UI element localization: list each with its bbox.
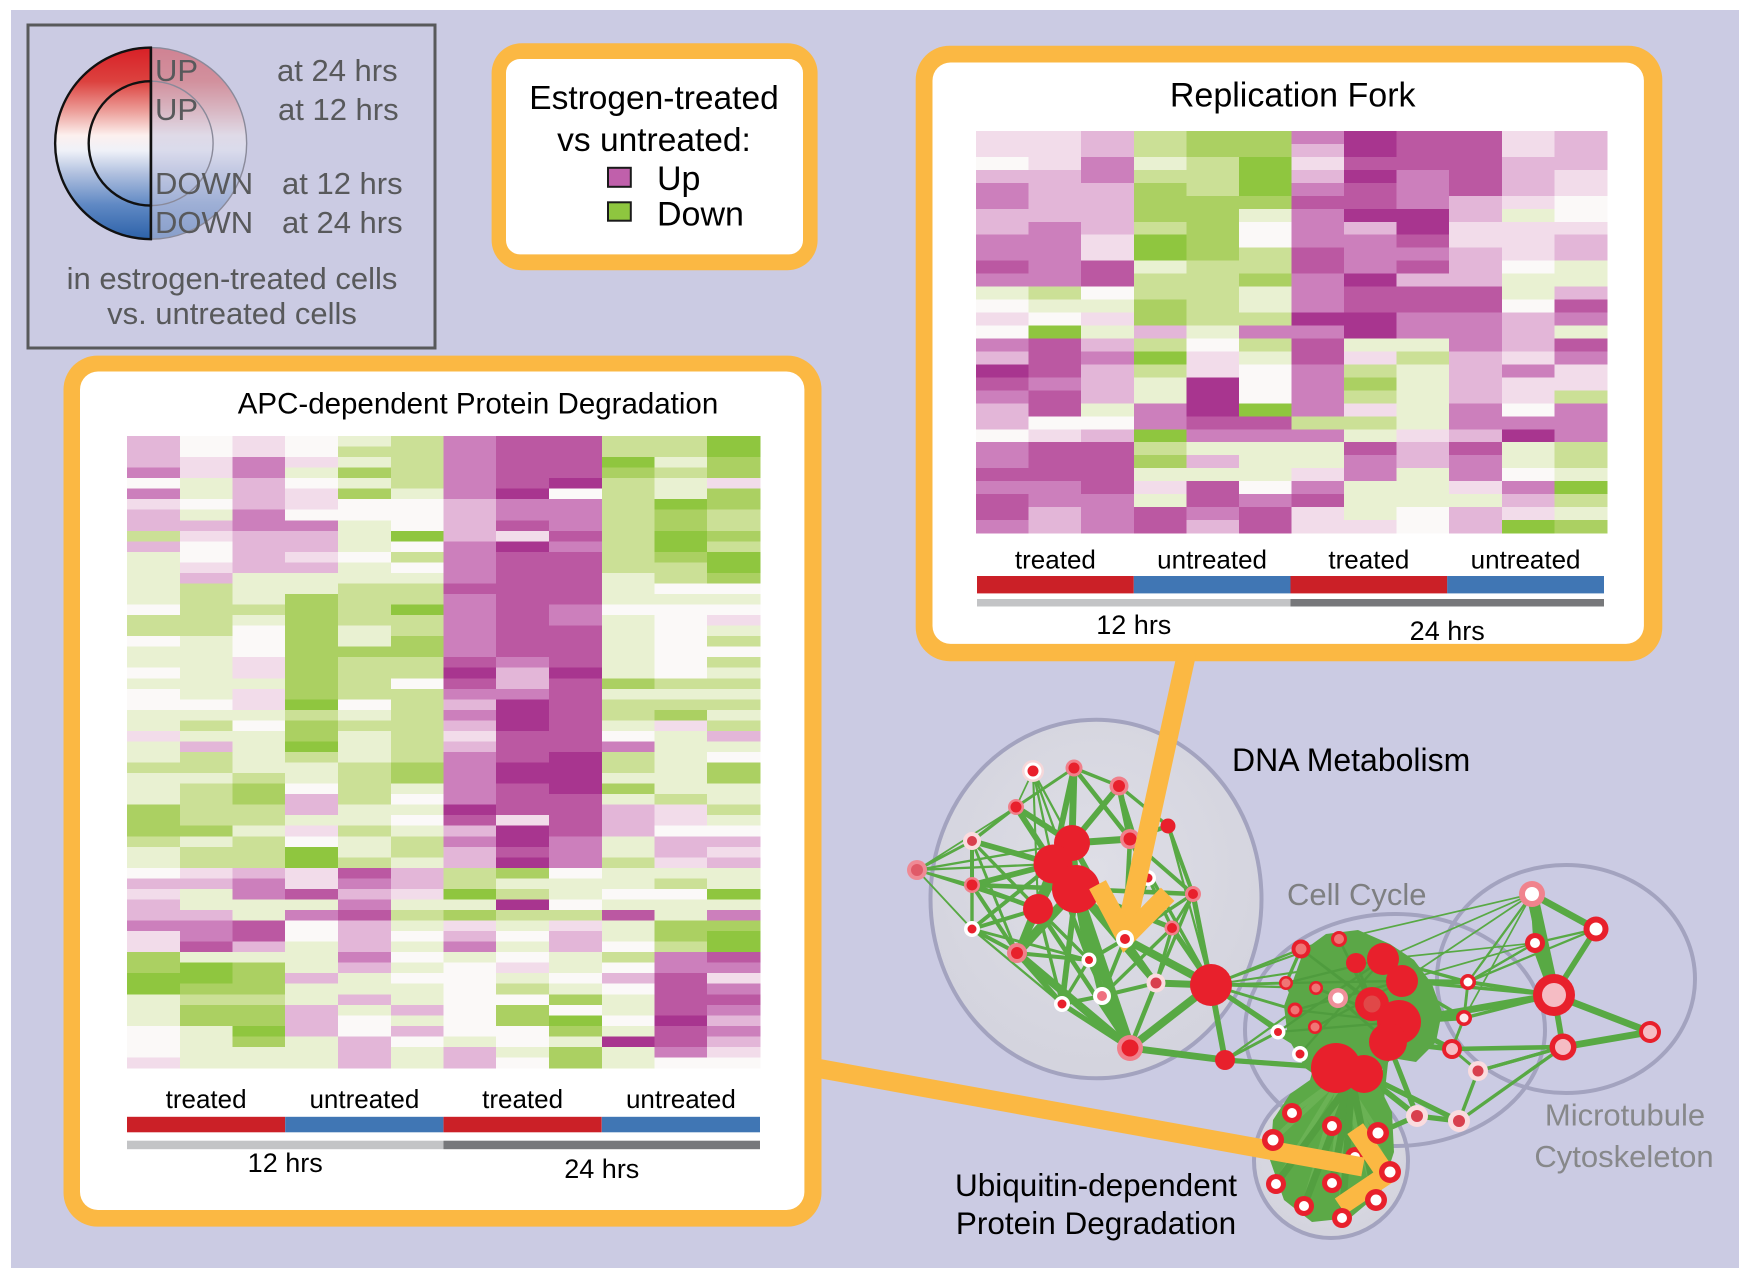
svg-text:Down: Down (657, 196, 744, 234)
svg-text:24 hrs: 24 hrs (564, 1154, 639, 1184)
svg-text:in estrogen-treated cells: in estrogen-treated cells (67, 261, 398, 296)
svg-text:treated: treated (1328, 544, 1409, 574)
svg-text:Microtubule: Microtubule (1545, 1098, 1705, 1133)
svg-text:at 12 hrs: at 12 hrs (282, 166, 403, 201)
svg-text:DNA Metabolism: DNA Metabolism (1232, 742, 1470, 778)
svg-text:DOWN: DOWN (155, 205, 253, 240)
svg-text:at 12 hrs: at 12 hrs (278, 92, 399, 127)
svg-text:Cell Cycle: Cell Cycle (1287, 877, 1427, 912)
svg-text:12 hrs: 12 hrs (1096, 610, 1171, 640)
svg-text:24 hrs: 24 hrs (1410, 616, 1485, 646)
svg-text:APC-dependent Protein Degradat: APC-dependent Protein Degradation (238, 387, 719, 420)
svg-text:untreated: untreated (1471, 544, 1581, 574)
svg-text:treated: treated (166, 1084, 247, 1114)
svg-text:Cytoskeleton: Cytoskeleton (1534, 1139, 1713, 1174)
svg-text:at 24 hrs: at 24 hrs (282, 205, 403, 240)
svg-text:at 24 hrs: at 24 hrs (277, 53, 398, 88)
svg-text:treated: treated (1015, 544, 1096, 574)
svg-text:Estrogen-treated: Estrogen-treated (529, 80, 779, 117)
svg-text:DOWN: DOWN (155, 166, 253, 201)
svg-text:Replication Fork: Replication Fork (1170, 77, 1417, 115)
svg-text:untreated: untreated (626, 1084, 736, 1114)
svg-text:vs untreated:: vs untreated: (557, 122, 751, 159)
svg-text:untreated: untreated (309, 1084, 419, 1114)
svg-text:12 hrs: 12 hrs (248, 1148, 323, 1178)
svg-text:treated: treated (482, 1084, 563, 1114)
svg-text:UP: UP (155, 53, 198, 88)
svg-text:Up: Up (657, 160, 700, 198)
svg-text:UP: UP (155, 92, 198, 127)
svg-text:Ubiquitin-dependent: Ubiquitin-dependent (955, 1167, 1237, 1203)
svg-text:vs. untreated cells: vs. untreated cells (107, 296, 357, 331)
svg-text:untreated: untreated (1157, 544, 1267, 574)
svg-text:Protein Degradation: Protein Degradation (956, 1205, 1236, 1241)
